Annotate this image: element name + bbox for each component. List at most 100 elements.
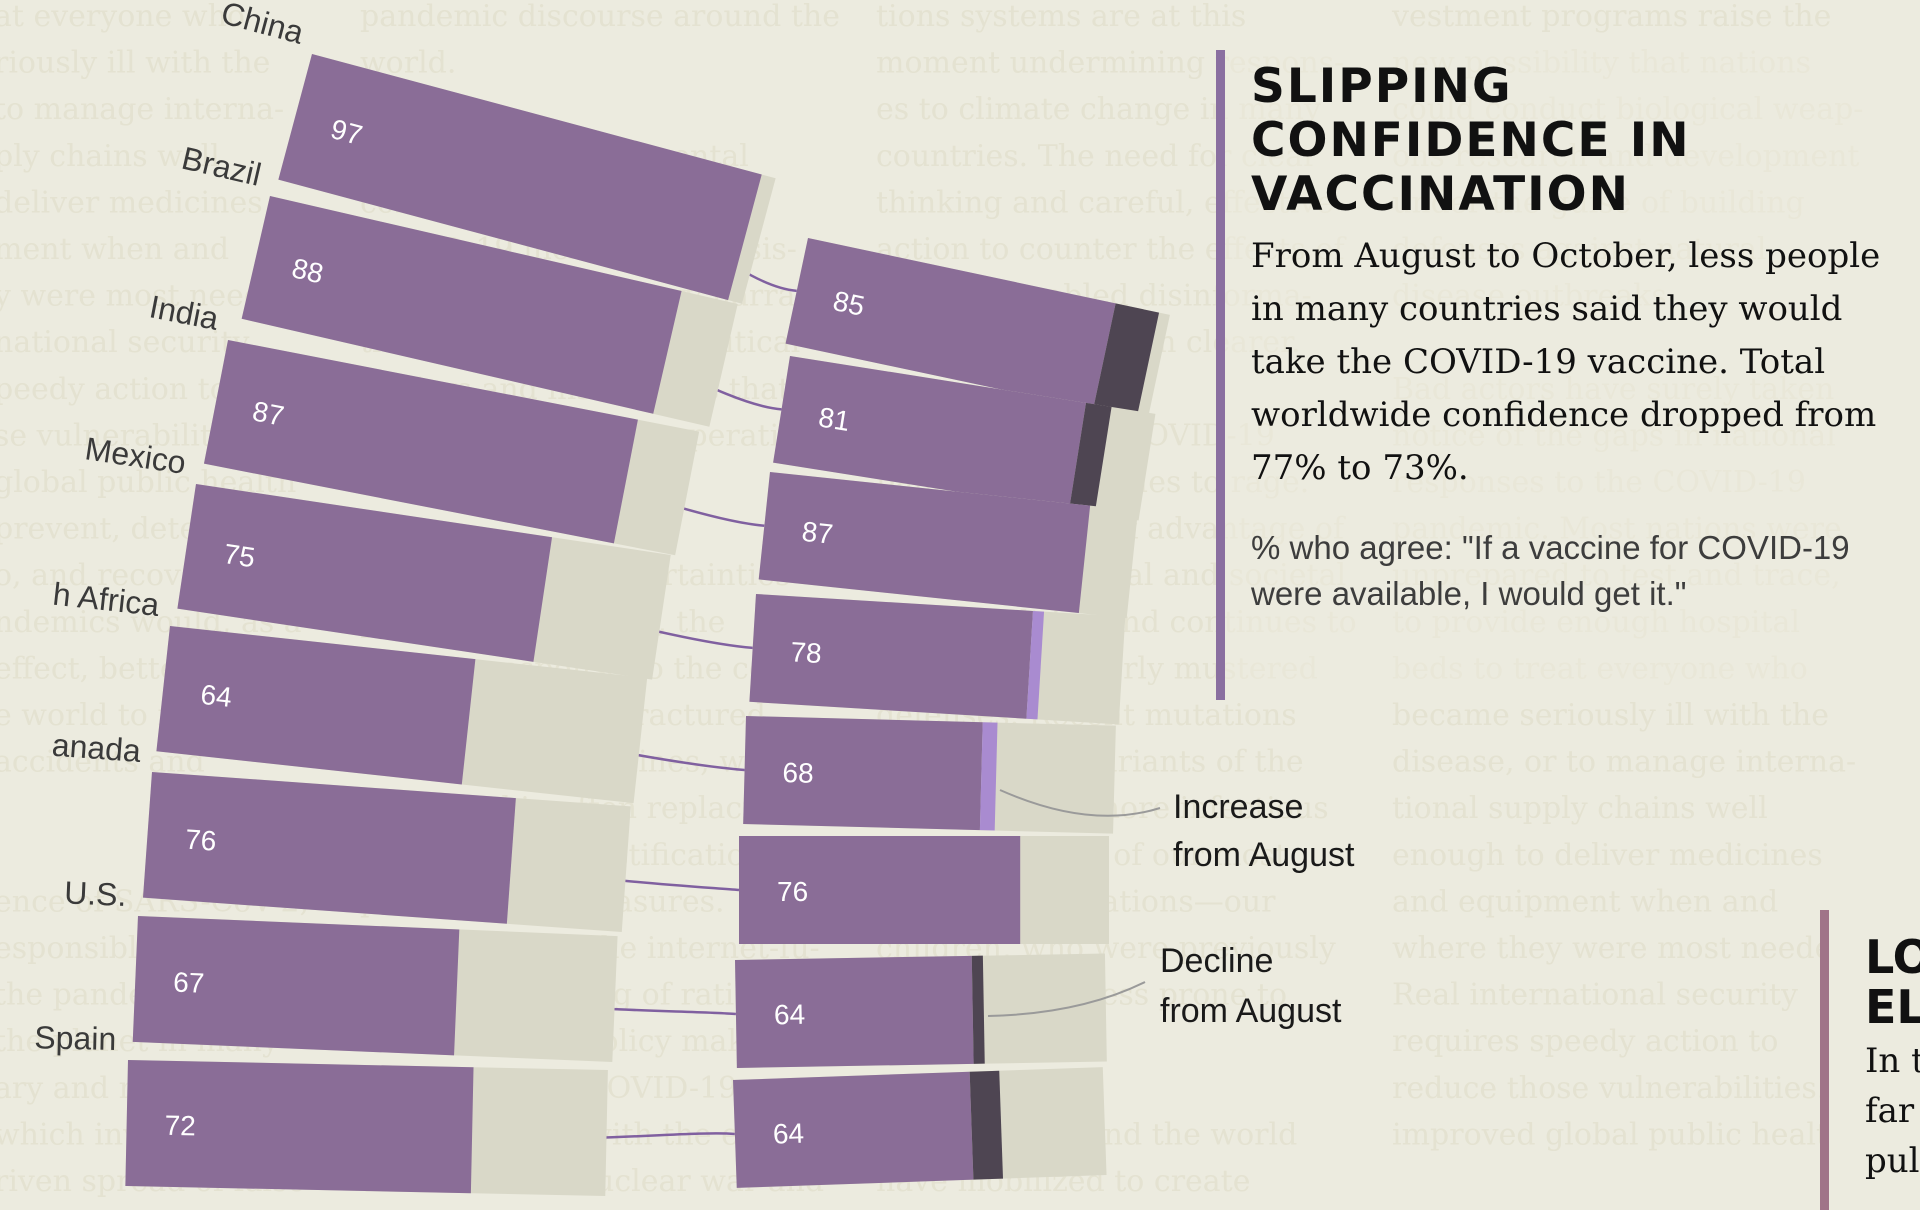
background-text-line: and equipment when and (1392, 884, 1778, 919)
october-bar (785, 238, 1116, 410)
title-panel: SLIPPING CONFIDENCE IN VACCINATION From … (1216, 50, 1884, 700)
august-bar (156, 626, 476, 785)
background-text-line: ment when and (0, 232, 229, 267)
background-text-line: enough to deliver medicines (1392, 838, 1823, 873)
legend-decline-leader (987, 981, 1146, 1017)
next-section-panel: LO EL In t far pul (1820, 910, 1920, 1210)
october-bar-group: 64 (735, 953, 1107, 1068)
background-text-line: improved global public health (1392, 1117, 1847, 1152)
october-bar (749, 594, 1033, 719)
background-text-line: requires speedy action to (1392, 1024, 1778, 1059)
october-bar-group: 87 (758, 472, 1138, 619)
august-bar (278, 54, 762, 301)
background-text-line: deliver medicines (0, 185, 263, 220)
country-label: Mexico (83, 430, 189, 481)
august-bar (125, 1060, 474, 1194)
october-bar (773, 356, 1087, 510)
august-value-label: 72 (164, 1110, 196, 1142)
decline-segment (1069, 402, 1112, 514)
decline-segment (969, 1070, 1004, 1180)
chart-description: From August to October, less people in m… (1251, 236, 1881, 488)
background-text-line: disease, or to manage interna- (1392, 745, 1856, 780)
august-bar (177, 483, 553, 662)
legend-increase-line-2: from August (1173, 836, 1355, 874)
october-bar-group: 64 (733, 1067, 1107, 1188)
october-bar-group: 81 (773, 356, 1156, 521)
background-text-line: effect, better (0, 651, 193, 686)
august-value-label: 76 (184, 824, 217, 857)
next-section-body: In t far pul (1865, 1041, 1920, 1181)
august-bar (142, 772, 516, 924)
decline-segment (1093, 303, 1160, 419)
october-bar (758, 472, 1091, 614)
background-text-line: to manage interna- (0, 92, 284, 127)
october-bar-group: 78 (749, 594, 1126, 725)
august-bar-group: 64 (156, 626, 648, 804)
august-bar-group: 76 (142, 772, 631, 932)
october-bar-group: 76 (739, 836, 1109, 944)
country-label: h Africa (51, 576, 161, 623)
august-bar-group: 67 (132, 916, 618, 1062)
legend: Increase from August Decline from August (987, 788, 1355, 1030)
august-bar-group: 75 (177, 483, 671, 680)
august-bar-group: 87 (203, 340, 700, 556)
august-bar-group: 88 (241, 196, 738, 427)
legend-decline-line-2: from August (1160, 992, 1342, 1030)
august-value-label: 67 (173, 967, 205, 999)
october-bar (739, 836, 1021, 944)
increase-segment (1026, 610, 1045, 720)
legend-increase-leader (999, 789, 1161, 817)
background-text-line: pandemic discourse around the (360, 0, 840, 34)
background-text-line: vestment programs raise the (1391, 0, 1831, 34)
background-text-line: where they were most needed. (1392, 931, 1861, 966)
october-bar (735, 955, 974, 1068)
background-text-line: peedy action to (0, 372, 228, 407)
background-text-line: tional supply chains well (1392, 791, 1768, 826)
legend-decline-line-1: Decline (1160, 942, 1273, 980)
october-value-label: 64 (774, 999, 806, 1031)
august-bar (203, 340, 638, 544)
october-value-label: 87 (800, 516, 834, 550)
background-text-line: riously ill with the (0, 46, 270, 81)
background-text-line: at everyone who (0, 0, 245, 34)
country-label: U.S. (64, 874, 128, 913)
background-text-line: ply chains well (0, 139, 220, 174)
august-value-label: 87 (250, 395, 286, 431)
august-value-label: 88 (289, 252, 326, 289)
country-label: Spain (34, 1019, 117, 1057)
october-bar (743, 716, 983, 831)
background-text-line: tions systems are at this (876, 0, 1246, 34)
country-label: China (217, 0, 307, 51)
august-value-label: 75 (222, 538, 257, 573)
next-section-title: LO EL (1865, 930, 1920, 1034)
october-bars: 85 81 87 78 68 76 64 64 (733, 237, 1170, 1188)
august-bar (132, 916, 460, 1056)
october-value-label: 81 (816, 401, 852, 436)
legend-increase-line-1: Increase (1173, 788, 1303, 826)
october-value-label: 68 (782, 757, 814, 789)
august-value-label: 64 (199, 679, 233, 713)
background-text-line: became seriously ill with the (1392, 698, 1829, 733)
survey-question: % who agree: "If a vaccine for COVID-19 … (1251, 529, 1850, 612)
august-bar-group: 72 (125, 1060, 608, 1197)
increase-segment (979, 722, 998, 831)
august-bar-group: 97 (278, 54, 776, 304)
october-bar-group: 68 (743, 716, 1116, 834)
country-label: anada (51, 727, 143, 769)
country-label: Brazil (178, 140, 264, 193)
country-label: India (147, 288, 222, 337)
background-text-line: Real international security (1392, 978, 1798, 1013)
october-bar-group: 85 (785, 237, 1170, 421)
october-bar (733, 1071, 974, 1188)
october-value-label: 85 (830, 285, 867, 322)
october-value-label: 64 (772, 1118, 804, 1150)
october-value-label: 78 (790, 636, 823, 669)
october-value-label: 76 (777, 876, 808, 907)
decline-segment (971, 955, 985, 1064)
background-text-line: reduce those vulnerabilities. An (1392, 1071, 1877, 1106)
background-text-line: national security (0, 325, 250, 360)
august-bar (241, 196, 682, 414)
chart-title: SLIPPING CONFIDENCE IN VACCINATION (1251, 59, 1691, 222)
